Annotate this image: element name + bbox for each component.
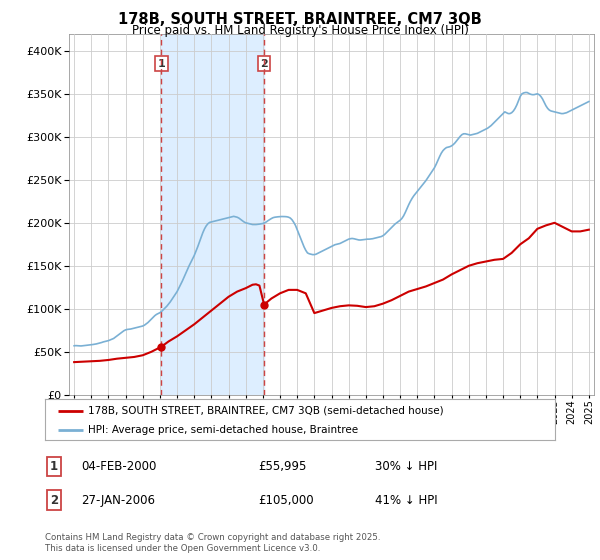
Text: £55,995: £55,995 [258,460,307,473]
Text: HPI: Average price, semi-detached house, Braintree: HPI: Average price, semi-detached house,… [88,424,358,435]
Text: 41% ↓ HPI: 41% ↓ HPI [375,493,437,507]
Text: 178B, SOUTH STREET, BRAINTREE, CM7 3QB (semi-detached house): 178B, SOUTH STREET, BRAINTREE, CM7 3QB (… [88,405,444,416]
Text: 1: 1 [158,59,166,69]
Text: 2: 2 [260,59,268,69]
Text: 178B, SOUTH STREET, BRAINTREE, CM7 3QB: 178B, SOUTH STREET, BRAINTREE, CM7 3QB [118,12,482,27]
Text: Contains HM Land Registry data © Crown copyright and database right 2025.
This d: Contains HM Land Registry data © Crown c… [45,533,380,553]
Text: £105,000: £105,000 [258,493,314,507]
Text: 04-FEB-2000: 04-FEB-2000 [81,460,157,473]
Text: 30% ↓ HPI: 30% ↓ HPI [375,460,437,473]
Text: 27-JAN-2006: 27-JAN-2006 [81,493,155,507]
Bar [161,34,264,395]
Text: 1: 1 [50,460,58,473]
Text: 2: 2 [50,493,58,507]
Text: Price paid vs. HM Land Registry's House Price Index (HPI): Price paid vs. HM Land Registry's House … [131,24,469,37]
